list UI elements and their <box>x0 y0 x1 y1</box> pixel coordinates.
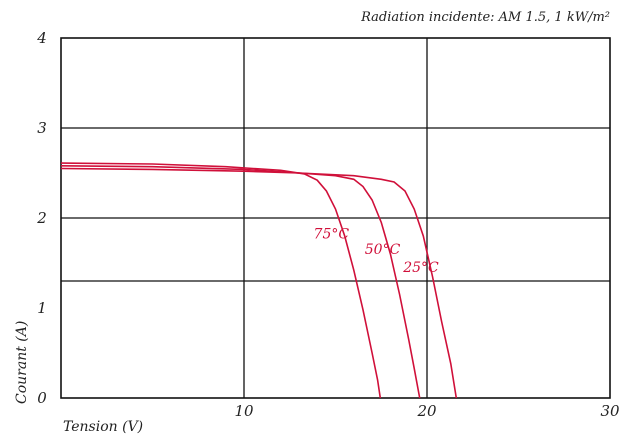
y-tick-label: 1 <box>37 299 47 317</box>
iv-curve <box>60 162 382 399</box>
iv-curve <box>60 167 458 399</box>
curve-label: 75°C <box>314 227 350 243</box>
x-axis-label: Tension (V) <box>63 419 143 435</box>
curve-labels: 75°C 50°C25°C <box>314 227 439 276</box>
plot-frame <box>60 37 611 399</box>
grid-layer <box>61 38 610 398</box>
curve-layer <box>60 162 458 399</box>
y-tick-label: 4 <box>36 29 47 47</box>
curve-label: 50°C <box>365 242 401 258</box>
curve-label: 25°C <box>402 260 439 276</box>
y-axis-label: Courant (A) <box>14 321 30 404</box>
y-tick-label: 2 <box>36 209 47 227</box>
y-tick-label: 0 <box>37 389 47 407</box>
x-tick-label: 30 <box>600 402 619 420</box>
x-tick-label: 10 <box>234 402 254 420</box>
iv-curve <box>60 165 421 399</box>
tick-labels: 0 1 2 3 4 10 20 30 <box>36 29 619 420</box>
radiation-annotation: Radiation incidente: AM 1.5, 1 kW/m² <box>360 10 610 25</box>
x-tick-label: 20 <box>416 402 437 420</box>
y-tick-label: 3 <box>37 119 47 137</box>
